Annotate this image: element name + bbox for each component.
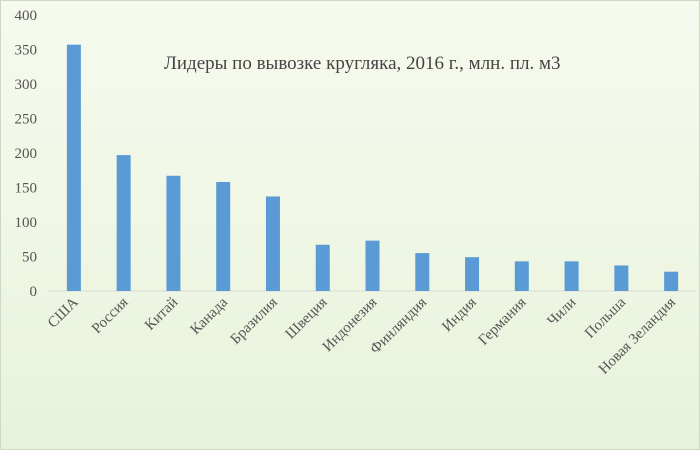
x-tick-label: Индия (439, 294, 480, 335)
x-tick-label: Канада (188, 294, 232, 338)
bar (265, 196, 280, 291)
y-tick-label: 50 (22, 250, 37, 266)
y-tick-label: 400 (15, 8, 38, 24)
bar (465, 257, 480, 291)
bar (166, 175, 181, 291)
y-tick-label: 200 (15, 146, 38, 162)
y-tick-label: 300 (15, 77, 38, 93)
bar (216, 181, 231, 291)
y-tick-label: 250 (15, 112, 38, 128)
x-tick-label: Швеция (283, 294, 331, 342)
y-tick-label: 100 (15, 215, 38, 231)
y-tick-label: 0 (30, 284, 38, 300)
x-tick-label: Россия (89, 294, 132, 337)
x-tick-label: Китай (142, 295, 181, 334)
bar (564, 261, 579, 291)
bar (365, 240, 380, 291)
bar (116, 155, 131, 291)
x-tick-label: Германия (476, 294, 530, 348)
bar (315, 244, 330, 291)
y-tick-label: 150 (15, 181, 38, 197)
bars-group (66, 44, 679, 291)
bar (415, 253, 430, 291)
x-tick-label: Чили (545, 295, 580, 330)
bar (66, 44, 81, 291)
y-axis: 0 50 100 150 200 250 300 350 400 (15, 8, 38, 300)
chart-title: Лидеры по вывозке кругляка, 2016 г., млн… (164, 53, 561, 74)
bar (514, 261, 529, 291)
x-tick-label: США (45, 294, 82, 331)
x-tick-label: Бразилия (228, 294, 281, 347)
y-tick-label: 350 (15, 43, 38, 59)
x-tick-label: Польша (582, 294, 629, 341)
bar (664, 271, 679, 291)
bar (614, 265, 629, 291)
